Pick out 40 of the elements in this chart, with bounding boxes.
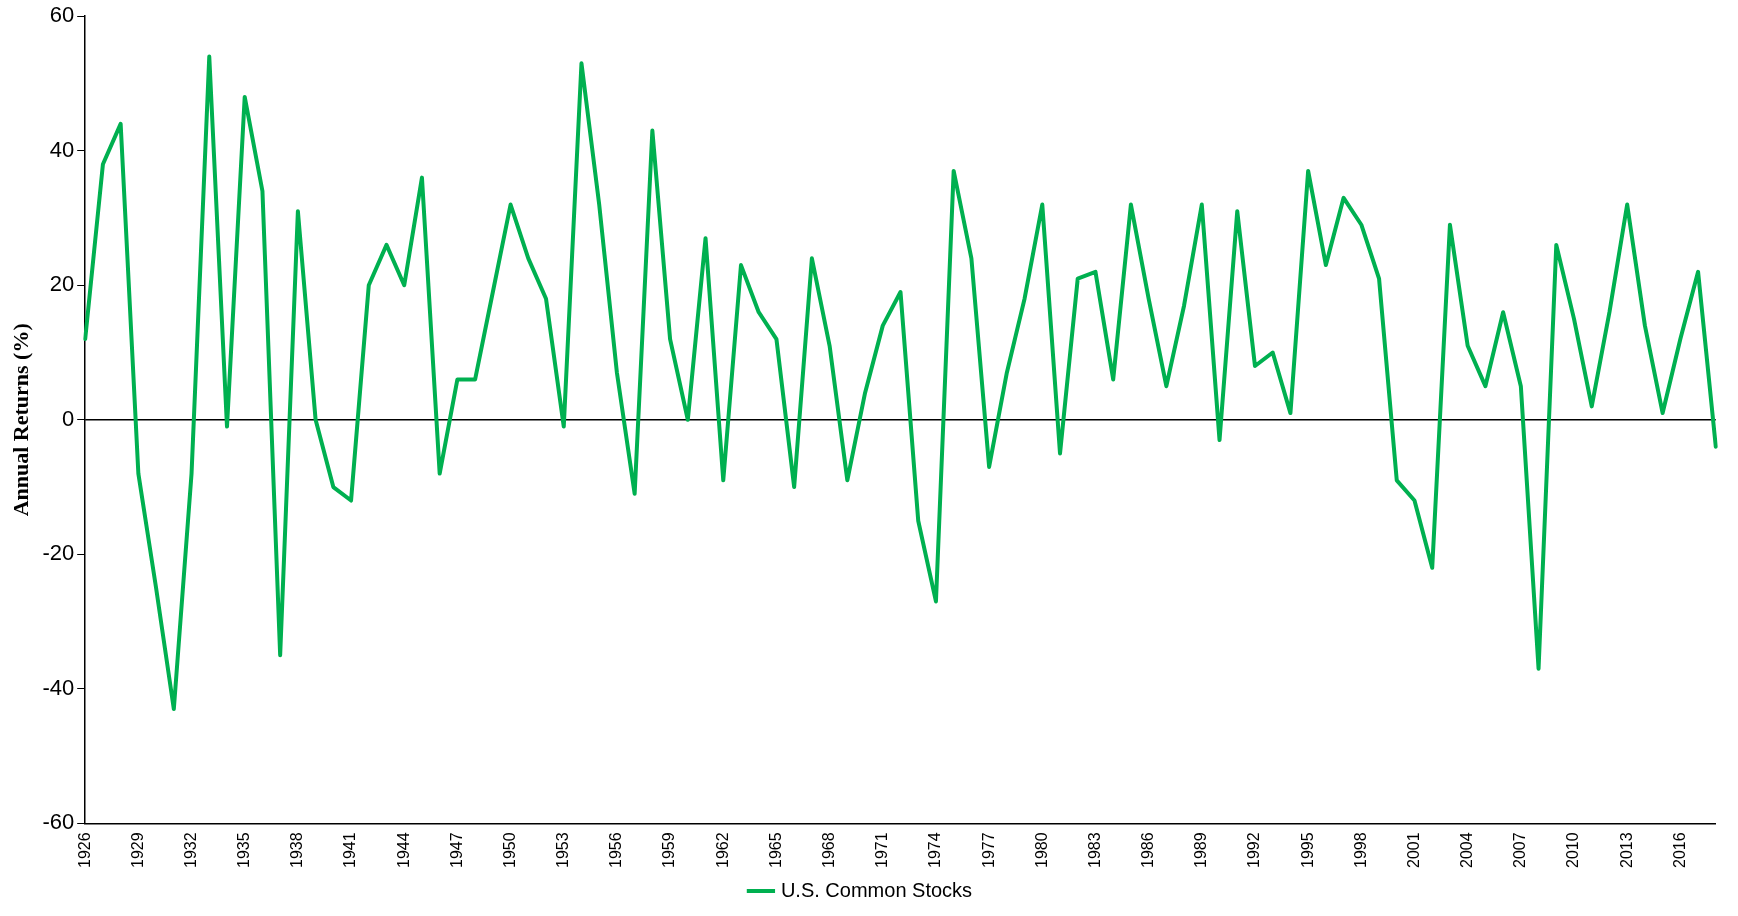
y-axis-title: Annual Returns (%): [7, 323, 33, 517]
y-tick-label: -40: [42, 674, 75, 700]
y-tick-label: -60: [42, 809, 75, 835]
x-tick-label: 2007: [1511, 832, 1529, 868]
x-tick-label: 1977: [979, 832, 997, 868]
x-tick-label: 1965: [766, 832, 784, 868]
y-tick-label: -20: [42, 540, 75, 566]
y-tick-label: 40: [49, 136, 75, 162]
x-tick-label: 1974: [926, 832, 944, 868]
x-tick-label: 1929: [128, 832, 146, 868]
legend-label: U.S. Common Stocks: [780, 878, 973, 901]
x-tick-label: 1983: [1085, 832, 1103, 868]
x-tick-label: 2001: [1404, 832, 1422, 868]
x-tick-label: 1926: [75, 832, 93, 868]
y-tick-label: 20: [49, 271, 75, 297]
x-tick-label: 1962: [713, 832, 731, 868]
y-tick-label: 60: [49, 2, 75, 28]
x-tick-label: 1950: [500, 832, 518, 868]
x-tick-label: 1959: [660, 832, 678, 868]
x-tick-label: 2016: [1670, 832, 1688, 868]
x-tick-label: 1932: [181, 832, 199, 868]
x-tick-label: 1980: [1032, 832, 1050, 868]
x-tick-label: 1995: [1298, 832, 1316, 868]
x-tick-label: 2010: [1564, 832, 1582, 868]
x-tick-label: 1998: [1351, 832, 1369, 868]
x-tick-label: 1935: [235, 832, 253, 868]
x-tick-label: 2004: [1458, 832, 1476, 868]
x-tick-label: 1992: [1245, 832, 1263, 868]
x-tick-label: 2013: [1617, 832, 1635, 868]
x-tick-label: 1986: [1139, 832, 1157, 868]
x-tick-label: 1947: [447, 832, 465, 868]
x-tick-label: 1953: [554, 832, 572, 868]
x-tick-label: 1971: [873, 832, 891, 868]
x-tick-label: 1941: [341, 832, 359, 868]
x-tick-label: 1944: [394, 832, 412, 868]
x-tick-label: 1989: [1192, 832, 1210, 868]
y-tick-label: 0: [61, 405, 75, 431]
x-tick-label: 1968: [820, 832, 838, 868]
x-tick-label: 1938: [288, 832, 306, 868]
x-tick-label: 1956: [607, 832, 625, 868]
